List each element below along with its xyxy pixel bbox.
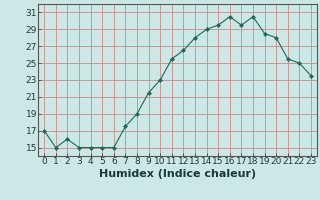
X-axis label: Humidex (Indice chaleur): Humidex (Indice chaleur) <box>99 169 256 179</box>
